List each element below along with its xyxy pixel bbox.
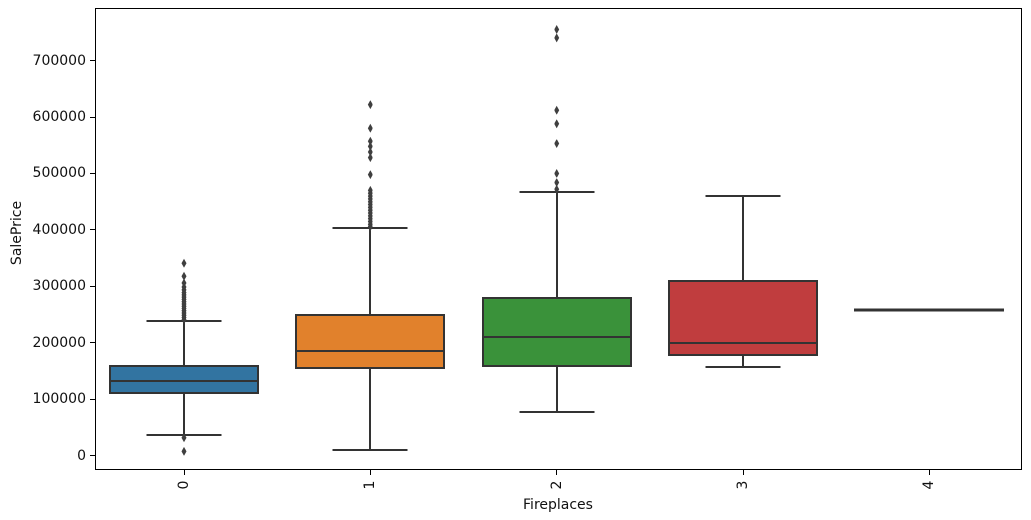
y-axis-title: SalePrice bbox=[9, 200, 25, 266]
y-tick-mark bbox=[90, 398, 95, 400]
outlier-point bbox=[367, 222, 373, 232]
whisker-line-upper bbox=[742, 196, 745, 281]
whisker-line-upper bbox=[369, 228, 372, 314]
outlier-point bbox=[367, 100, 373, 110]
x-tick-label: 4 bbox=[921, 480, 938, 490]
outlier-point bbox=[367, 136, 373, 146]
x-tick-label: 0 bbox=[176, 480, 192, 490]
whisker-line-lower bbox=[369, 369, 372, 450]
x-axis-title: Fireplaces bbox=[523, 497, 593, 513]
whisker-cap-lower bbox=[332, 448, 408, 451]
outlier-point bbox=[554, 24, 560, 34]
y-tick-mark bbox=[90, 285, 95, 287]
outlier-point bbox=[554, 105, 560, 115]
median-line bbox=[668, 342, 819, 345]
whisker-cap-lower bbox=[705, 366, 781, 369]
whisker-line-lower bbox=[742, 356, 745, 368]
x-tick-mark bbox=[556, 470, 558, 475]
outlier-point bbox=[181, 433, 187, 443]
outlier-point bbox=[181, 258, 187, 268]
whisker-line-lower bbox=[555, 367, 558, 412]
whisker-line-lower bbox=[183, 393, 185, 435]
outlier-point bbox=[181, 271, 187, 281]
x-tick-label: 1 bbox=[362, 480, 379, 490]
plot-area bbox=[95, 8, 1022, 470]
x-tick-mark bbox=[742, 470, 744, 475]
outlier-point bbox=[554, 33, 560, 43]
box bbox=[854, 308, 1005, 312]
outlier-point bbox=[181, 446, 187, 456]
y-tick-label: 700000 bbox=[32, 52, 86, 69]
x-tick-mark bbox=[369, 470, 371, 475]
y-tick-mark bbox=[90, 342, 95, 344]
x-tick-mark bbox=[183, 470, 185, 475]
y-tick-label: 0 bbox=[77, 447, 86, 464]
x-tick-label: 3 bbox=[735, 480, 752, 490]
box bbox=[668, 280, 819, 357]
outlier-point bbox=[367, 153, 373, 163]
y-tick-mark bbox=[90, 60, 95, 62]
outlier-point bbox=[554, 119, 560, 129]
outlier-point bbox=[554, 139, 560, 149]
y-tick-mark bbox=[90, 172, 95, 174]
median-line bbox=[295, 349, 446, 352]
y-tick-label: 100000 bbox=[32, 391, 86, 408]
box bbox=[295, 313, 446, 370]
y-tick-label: 500000 bbox=[32, 165, 86, 182]
whisker-cap-lower bbox=[519, 410, 595, 413]
whisker-cap-upper bbox=[705, 195, 781, 198]
y-tick-label: 600000 bbox=[32, 109, 86, 125]
x-tick-mark bbox=[928, 470, 930, 475]
y-tick-mark bbox=[90, 116, 95, 118]
whisker-line-upper bbox=[183, 320, 185, 365]
outlier-point bbox=[367, 147, 373, 157]
outlier-point bbox=[181, 315, 187, 325]
median-line bbox=[481, 336, 632, 339]
outlier-point bbox=[554, 168, 560, 178]
box bbox=[481, 296, 632, 368]
y-tick-label: 200000 bbox=[32, 334, 86, 351]
y-tick-mark bbox=[90, 229, 95, 231]
outlier-point bbox=[554, 178, 560, 188]
box bbox=[109, 364, 259, 394]
y-tick-label: 400000 bbox=[32, 221, 86, 238]
outlier-point bbox=[554, 184, 560, 194]
whisker-line-upper bbox=[555, 192, 558, 297]
median-line bbox=[109, 379, 259, 382]
x-tick-label: 2 bbox=[548, 480, 565, 490]
outlier-point bbox=[367, 170, 373, 180]
y-tick-label: 300000 bbox=[32, 278, 86, 295]
outlier-point bbox=[367, 123, 373, 133]
y-tick-mark bbox=[90, 455, 95, 457]
outlier-point bbox=[367, 141, 373, 151]
